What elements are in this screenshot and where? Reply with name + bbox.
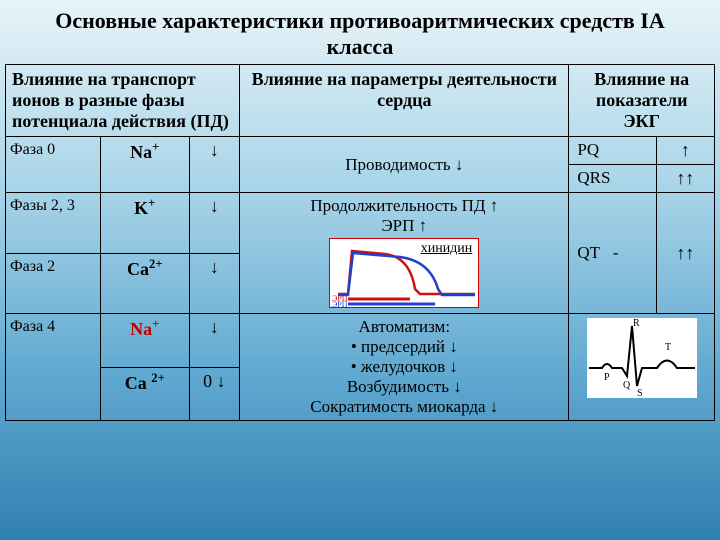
header-col2: Влияние на параметры деятельности сердца — [240, 65, 569, 137]
erp-text: ЭРП ↑ — [246, 216, 562, 236]
header-col3: Влияние на показатели ЭКГ — [569, 65, 715, 137]
excitability-text: Возбудимость ↓ — [246, 377, 562, 397]
ecg-chart: P Q R S T — [587, 318, 697, 398]
qrs-label: QRS — [569, 165, 656, 193]
phase4-label: Фаза 4 — [6, 314, 101, 421]
ion-ca4: Ca 2+ — [100, 367, 189, 421]
header-col1: Влияние на транспорт ионов в разные фазы… — [6, 65, 240, 137]
ion-na-red: Na+ — [100, 314, 189, 368]
page-title: Основные характеристики противоаритмичес… — [0, 0, 720, 64]
duration-text: Продолжительность ПД ↑ — [246, 196, 562, 216]
phase0-label: Фаза 0 — [6, 137, 101, 193]
ca-arrow: ↓ — [189, 253, 240, 314]
ca4-arrow: 0 ↓ — [189, 367, 240, 421]
automatism-label: Автоматизм: — [246, 317, 562, 337]
pq-arrow: ↑ — [656, 137, 714, 165]
pq-label: PQ — [569, 137, 656, 165]
phase2-label: Фаза 2 — [6, 253, 101, 314]
qrs-arrow: ↑↑ — [656, 165, 714, 193]
ecg-r: R — [633, 318, 640, 329]
ap-chart: хинидин ЭРП ЭРП — [329, 238, 479, 308]
ecg-cell: P Q R S T — [569, 314, 715, 421]
ecg-t: T — [665, 342, 671, 353]
atria-text: • предсердий ↓ — [246, 337, 562, 357]
ion-na: Na+ — [100, 137, 189, 193]
automatism-cell: Автоматизм: • предсердий ↓ • желудочков … — [240, 314, 569, 421]
ecg-svg: P Q R S T — [587, 318, 697, 398]
k-arrow: ↓ — [189, 193, 240, 254]
ecg-s: S — [637, 388, 643, 398]
ventricles-text: • желудочков ↓ — [246, 357, 562, 377]
na4-arrow: ↓ — [189, 314, 240, 368]
qt-arrow: ↑↑ — [656, 193, 714, 314]
contractility-text: Сократимость миокарда ↓ — [246, 397, 562, 417]
ion-k: K+ — [100, 193, 189, 254]
main-table: Влияние на транспорт ионов в разные фазы… — [5, 64, 715, 421]
conductivity: Проводимость ↓ — [240, 137, 569, 193]
ecg-q: Q — [623, 380, 631, 391]
phase23-label: Фазы 2, 3 — [6, 193, 101, 254]
erp-blue-label: ЭРП — [332, 300, 348, 309]
quinidine-label: хинидин — [421, 241, 473, 257]
duration-cell: Продолжительность ПД ↑ ЭРП ↑ хинидин ЭРП… — [240, 193, 569, 314]
na-arrow: ↓ — [189, 137, 240, 193]
ecg-p: P — [604, 372, 610, 383]
ion-ca: Ca2+ — [100, 253, 189, 314]
qt-label: QT - — [569, 193, 656, 314]
